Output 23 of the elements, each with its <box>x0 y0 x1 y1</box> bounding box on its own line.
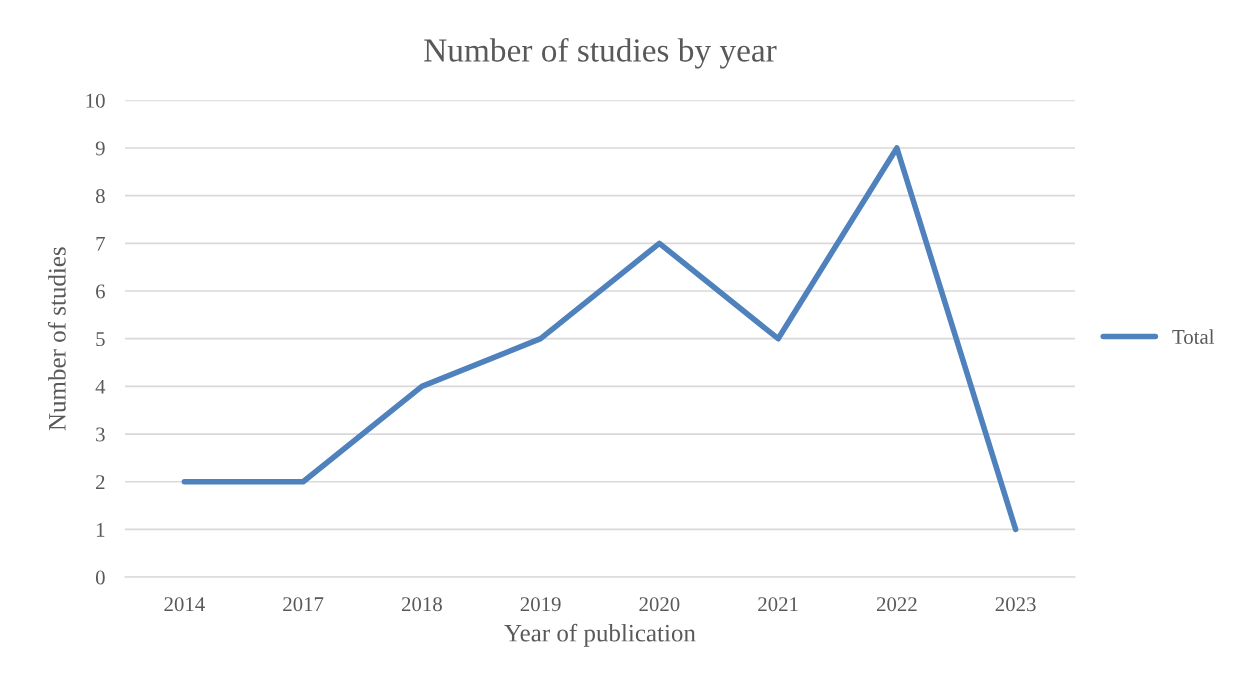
y-tick-label: 1 <box>96 522 105 537</box>
y-tick-label: 4 <box>95 379 106 394</box>
x-tick-label: 2014 <box>164 597 205 612</box>
x-tick-label: 2023 <box>995 597 1036 612</box>
x-tick-label: 2019 <box>520 597 561 612</box>
x-tick-label: 2017 <box>283 597 324 612</box>
y-axis-title: Number of studies <box>47 247 66 431</box>
x-axis-title: Year of publication <box>504 623 696 647</box>
x-tick-label: 2020 <box>639 597 680 612</box>
x-tick-label: 2018 <box>401 597 442 612</box>
y-tick-label: 2 <box>96 475 105 489</box>
y-tick-label: 5 <box>96 332 105 347</box>
y-tick-label: 3 <box>96 427 105 442</box>
y-tick-label: 10 <box>86 93 105 108</box>
x-tick-label: 2022 <box>876 597 917 612</box>
chart-title: Number of studies by year <box>424 37 777 69</box>
y-tick-label: 7 <box>96 236 105 251</box>
y-tick-label: 9 <box>95 141 105 156</box>
y-tick-label: 0 <box>95 570 105 585</box>
x-tick-label: 2021 <box>758 597 798 612</box>
y-tick-label: 6 <box>96 284 105 299</box>
y-tick-label: 8 <box>95 189 105 204</box>
legend-label: Total <box>1172 329 1215 344</box>
